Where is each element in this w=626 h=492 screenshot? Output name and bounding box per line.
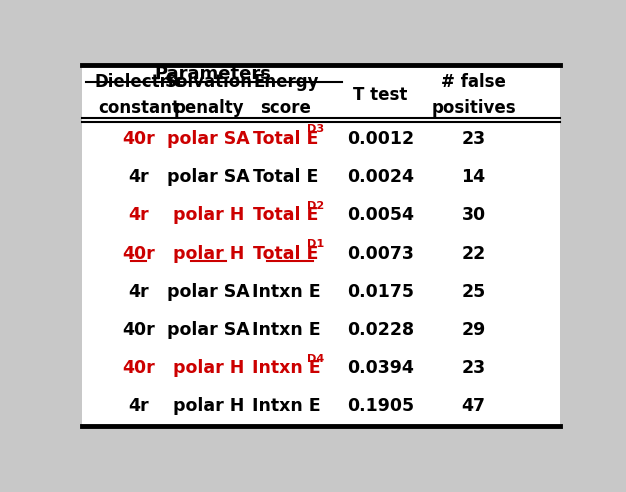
Text: 0.0228: 0.0228 <box>347 321 414 339</box>
Text: 22: 22 <box>461 245 486 263</box>
Text: 4r: 4r <box>128 283 149 301</box>
Text: polar H: polar H <box>173 245 244 263</box>
Text: Intxn E: Intxn E <box>252 359 321 377</box>
Text: 40r: 40r <box>122 321 155 339</box>
Text: D3: D3 <box>307 124 324 134</box>
Text: polar H: polar H <box>173 359 244 377</box>
Text: 0.0012: 0.0012 <box>347 130 414 148</box>
Text: polar SA: polar SA <box>167 321 250 339</box>
Text: # false
positives: # false positives <box>431 73 516 117</box>
Text: 4r: 4r <box>128 398 149 415</box>
Text: D1: D1 <box>307 239 324 249</box>
Text: Dielectric
constant: Dielectric constant <box>94 73 183 117</box>
Text: 4r: 4r <box>128 168 149 186</box>
Text: Total E: Total E <box>254 245 319 263</box>
Text: 14: 14 <box>461 168 486 186</box>
Text: polar H: polar H <box>173 207 244 224</box>
Text: Total E: Total E <box>254 168 319 186</box>
Text: T test: T test <box>353 86 408 104</box>
Text: D2: D2 <box>307 201 324 211</box>
Text: 0.0054: 0.0054 <box>347 207 414 224</box>
Text: Solvation
penalty: Solvation penalty <box>165 73 252 117</box>
Text: polar SA: polar SA <box>167 283 250 301</box>
Text: 25: 25 <box>461 283 486 301</box>
Text: 29: 29 <box>461 321 486 339</box>
Text: Parameters: Parameters <box>154 65 271 84</box>
Text: Energy
score: Energy score <box>253 73 319 117</box>
Text: Intxn E: Intxn E <box>252 398 321 415</box>
Text: 0.0073: 0.0073 <box>347 245 414 263</box>
Text: 23: 23 <box>461 130 486 148</box>
Text: 30: 30 <box>461 207 486 224</box>
Text: 4r: 4r <box>128 207 149 224</box>
Text: 0.1905: 0.1905 <box>347 398 414 415</box>
Text: polar H: polar H <box>173 398 244 415</box>
Text: Intxn E: Intxn E <box>252 321 321 339</box>
Text: polar SA: polar SA <box>167 168 250 186</box>
Text: 0.0394: 0.0394 <box>347 359 414 377</box>
Text: Total E: Total E <box>254 207 319 224</box>
Text: D4: D4 <box>307 354 324 364</box>
Text: 0.0024: 0.0024 <box>347 168 414 186</box>
Text: 0.0175: 0.0175 <box>347 283 414 301</box>
Text: 40r: 40r <box>122 245 155 263</box>
Text: Total E: Total E <box>254 130 319 148</box>
Text: 47: 47 <box>461 398 486 415</box>
Text: polar SA: polar SA <box>167 130 250 148</box>
Text: 40r: 40r <box>122 130 155 148</box>
Text: 23: 23 <box>461 359 486 377</box>
Text: 40r: 40r <box>122 359 155 377</box>
Text: Intxn E: Intxn E <box>252 283 321 301</box>
